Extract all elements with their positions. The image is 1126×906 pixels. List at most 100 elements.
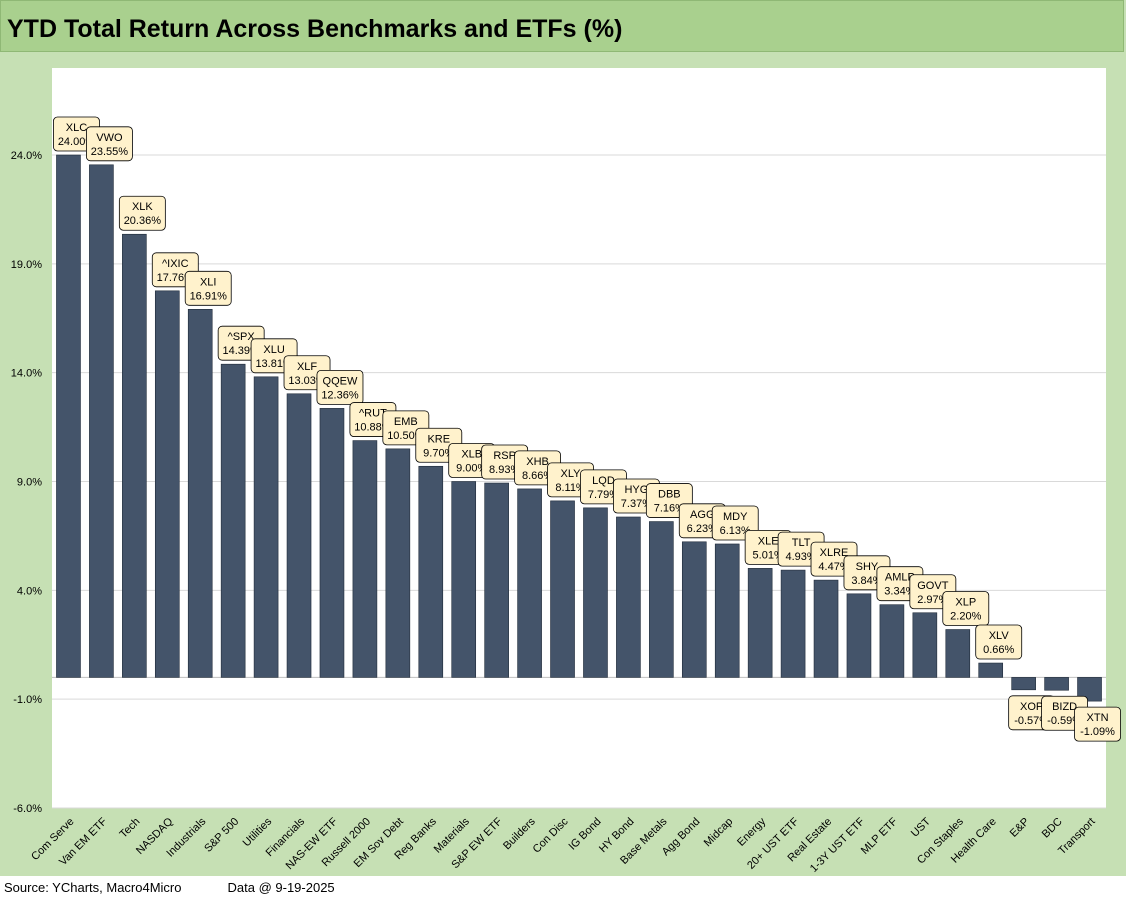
ticker-label: DBB <box>658 489 681 501</box>
bar <box>187 309 213 678</box>
category-label: Con Disc <box>531 815 571 855</box>
data-label-box <box>118 195 166 231</box>
value-label: 2.20% <box>950 611 981 623</box>
value-label: 20.36% <box>124 215 162 227</box>
ticker-label: XLY <box>561 468 582 480</box>
ticker-label: KRE <box>427 433 450 445</box>
value-label: 10.50% <box>387 430 425 442</box>
value-label: 3.34% <box>884 586 915 598</box>
ticker-label: AMLP <box>885 572 915 584</box>
ticker-label: TLT <box>792 537 811 549</box>
data-label-box <box>1074 706 1121 742</box>
bar <box>89 164 114 678</box>
bar <box>451 481 477 678</box>
y-tick-label: 14.0% <box>11 368 42 380</box>
value-label: 12.36% <box>321 389 359 401</box>
value-label: 2.97% <box>917 594 948 606</box>
bar <box>286 393 312 678</box>
bar <box>1077 677 1102 702</box>
bar <box>253 376 279 678</box>
value-label: 0.66% <box>983 644 1014 656</box>
y-tick-label: 24.0% <box>11 150 42 162</box>
data-date: Data @ 9-19-2025 <box>227 880 335 895</box>
bar <box>517 488 542 678</box>
ticker-label: RSP <box>493 450 516 462</box>
ticker-label: ^IXIC <box>162 258 189 270</box>
ticker-label: XTN <box>1087 712 1109 724</box>
category-label: UST <box>909 815 933 839</box>
value-label: 13.81% <box>255 358 293 370</box>
bars <box>56 154 1102 702</box>
bar <box>813 579 839 678</box>
ticker-label: QQEW <box>323 375 358 387</box>
bar <box>220 363 246 678</box>
value-label: 7.16% <box>654 503 685 515</box>
bar <box>780 569 806 678</box>
bar <box>385 448 411 678</box>
ticker-label: GOVT <box>917 580 948 592</box>
value-label: -1.09% <box>1080 726 1115 738</box>
value-label: 16.91% <box>190 290 228 302</box>
value-label: 7.37% <box>621 498 652 510</box>
category-label: BDC <box>1040 816 1065 841</box>
footer: Source: YCharts, Macro4Micro Data @ 9-19-… <box>4 880 335 895</box>
bar <box>1044 677 1069 691</box>
y-tick-label: 9.0% <box>17 477 42 489</box>
y-tick-label: 4.0% <box>17 585 42 597</box>
bar <box>616 516 641 678</box>
data-labels: XLC 24.00% VWO 23.55% XLK 20.36% ^IXIC 17.76% XL… <box>53 116 1121 742</box>
y-tick-label: -6.0% <box>13 803 42 815</box>
bar <box>154 290 180 678</box>
category-label: Midcap <box>702 816 736 850</box>
value-label: 5.01% <box>753 549 784 561</box>
value-label: 4.93% <box>785 551 816 563</box>
ticker-label: XLB <box>461 449 482 461</box>
y-tick-label: 19.0% <box>11 259 42 271</box>
value-label: 14.39% <box>223 345 261 357</box>
bar <box>550 500 575 678</box>
bar <box>122 233 147 678</box>
bar-chart: -6.0% -1.0% 4.0% 9.0% 14.0% 19.0% 24.0% Com Se… <box>11 68 1121 875</box>
value-label: 8.66% <box>522 470 553 482</box>
ticker-label: AGG <box>690 509 714 521</box>
category-label: Tech <box>118 816 143 841</box>
ticker-label: HYG <box>624 484 648 496</box>
ticker-label: MDY <box>723 511 748 523</box>
value-label: 13.03% <box>288 375 326 387</box>
bar <box>56 154 81 678</box>
y-tick-label: -1.0% <box>13 694 42 706</box>
value-label: -0.59% <box>1047 715 1082 727</box>
ticker-label: XLE <box>758 535 779 547</box>
value-label: 10.88% <box>354 422 392 434</box>
bar <box>1011 677 1036 691</box>
bar <box>583 507 608 678</box>
title-bar: YTD Total Return Across Benchmarks and E… <box>0 0 1124 52</box>
value-label: 6.23% <box>687 523 718 535</box>
bar <box>319 408 345 678</box>
bar <box>879 604 905 678</box>
ticker-label: VWO <box>96 132 123 144</box>
value-label: 17.76% <box>157 272 195 284</box>
source-note: Source: YCharts, Macro4Micro <box>4 880 182 895</box>
bar <box>681 541 707 678</box>
bar <box>484 482 509 678</box>
value-label: 9.00% <box>456 463 487 475</box>
ticker-label: XLRE <box>820 547 849 559</box>
ticker-label: XLP <box>955 597 976 609</box>
ticker-label: EMB <box>394 416 418 428</box>
bar <box>714 543 740 678</box>
value-label: 4.47% <box>818 561 849 573</box>
value-label: 24.00% <box>58 136 96 148</box>
bar <box>945 629 971 678</box>
category-label: S&P 500 <box>202 816 241 855</box>
value-label: 7.79% <box>588 489 619 501</box>
y-axis: -6.0% -1.0% 4.0% 9.0% 14.0% 19.0% 24.0% <box>11 150 42 815</box>
value-label: 8.11% <box>555 482 586 494</box>
bar <box>978 662 1004 678</box>
ticker-label: XHB <box>526 456 549 468</box>
bar <box>747 568 773 678</box>
data-label-box <box>316 369 364 405</box>
ticker-label: ^SPX <box>228 331 256 343</box>
ticker-label: XLF <box>297 361 317 373</box>
